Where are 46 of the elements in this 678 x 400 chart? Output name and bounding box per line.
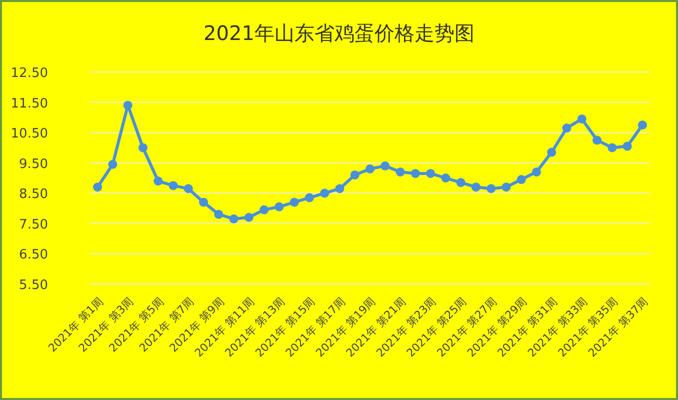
point bbox=[154, 176, 163, 186]
point bbox=[608, 143, 617, 152]
point bbox=[290, 198, 299, 207]
chart-title: 2021年山东省鸡蛋价格走势图 bbox=[204, 21, 474, 45]
point bbox=[562, 124, 572, 133]
point bbox=[108, 160, 118, 169]
point bbox=[93, 182, 102, 192]
point bbox=[410, 168, 420, 178]
point bbox=[366, 164, 374, 174]
point bbox=[244, 212, 254, 222]
y-tick-label: 5.50 bbox=[19, 278, 48, 293]
point bbox=[274, 202, 284, 212]
point bbox=[592, 136, 602, 145]
point bbox=[502, 182, 511, 192]
point bbox=[516, 175, 526, 184]
y-tick-label: 6.50 bbox=[19, 248, 48, 263]
point bbox=[214, 210, 224, 219]
y-tick-label: 10.50 bbox=[10, 126, 48, 142]
point bbox=[335, 184, 344, 194]
y-tick-label: 8.50 bbox=[19, 187, 48, 202]
point bbox=[441, 174, 450, 182]
point bbox=[547, 148, 556, 157]
point bbox=[456, 178, 466, 188]
point bbox=[622, 142, 632, 151]
point bbox=[123, 100, 132, 110]
point bbox=[138, 143, 148, 152]
y-tick-label: 7.50 bbox=[19, 217, 48, 232]
y-tick-label: 9.50 bbox=[19, 156, 48, 172]
point bbox=[184, 184, 193, 194]
point bbox=[396, 167, 405, 176]
point bbox=[577, 114, 586, 124]
point bbox=[260, 205, 269, 214]
point bbox=[229, 214, 238, 224]
point bbox=[168, 181, 178, 190]
y-tick-label: 12.50 bbox=[10, 66, 48, 81]
point bbox=[380, 161, 390, 170]
point bbox=[426, 168, 436, 178]
point bbox=[638, 120, 647, 130]
point bbox=[471, 182, 480, 192]
point bbox=[304, 193, 314, 202]
point bbox=[199, 198, 208, 207]
point bbox=[350, 170, 360, 180]
point bbox=[532, 167, 541, 176]
y-tick-label: 11.50 bbox=[10, 96, 48, 112]
point bbox=[320, 188, 330, 198]
point bbox=[486, 184, 496, 194]
